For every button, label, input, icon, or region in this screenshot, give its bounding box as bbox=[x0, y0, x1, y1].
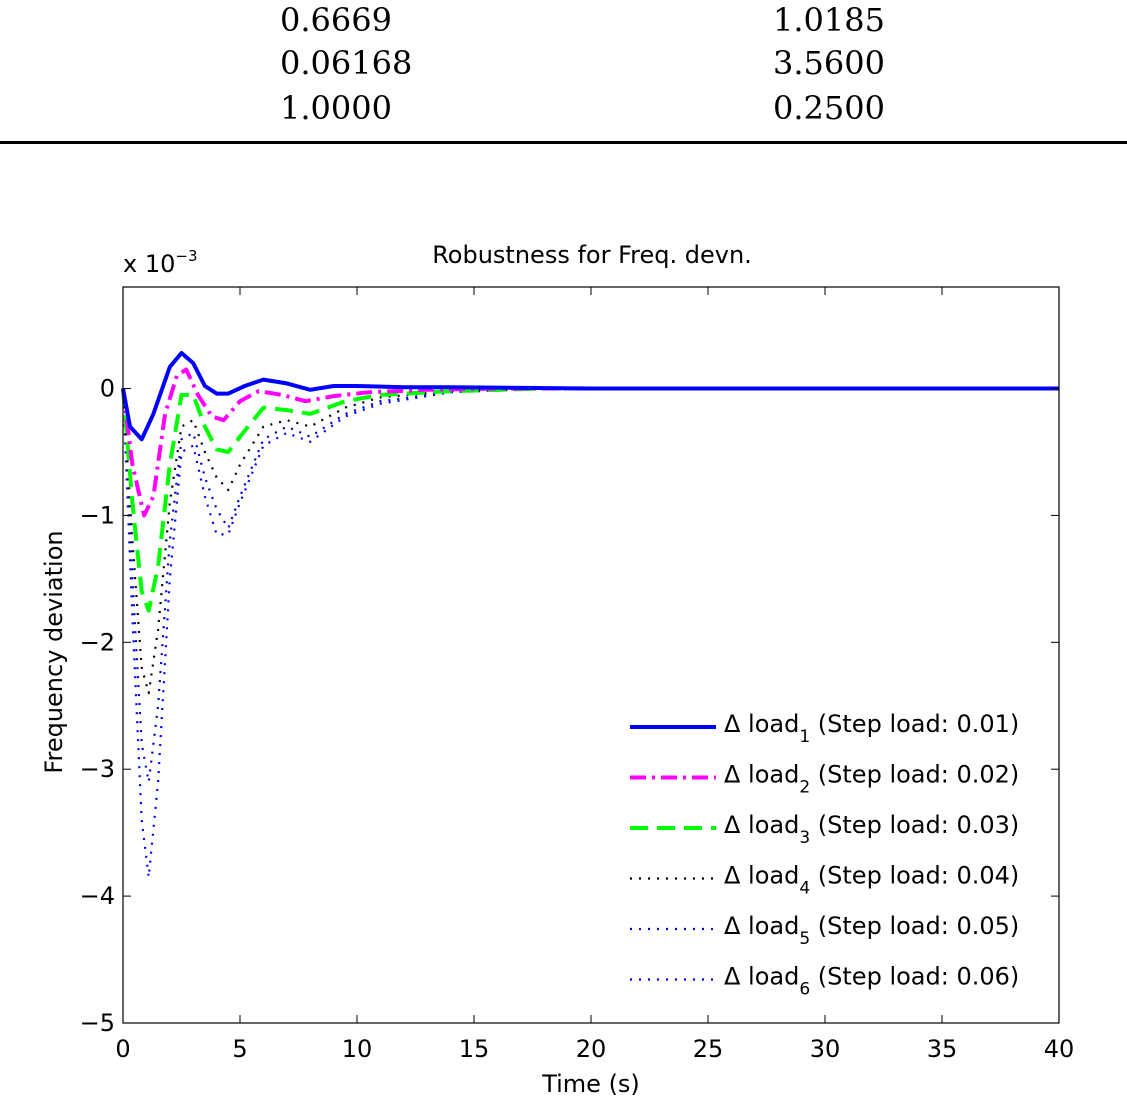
table-cell: 0.06168 bbox=[280, 44, 413, 82]
table-row: 1.0000 0.2500 bbox=[0, 88, 1127, 132]
table-cell: 3.5600 bbox=[773, 44, 885, 82]
legend-entry-2: Δ load2 (Step load: 0.02) bbox=[724, 761, 1019, 798]
y-tick-label: 0 bbox=[100, 375, 115, 403]
axes-group: 0 5 10 15 20 25 30 35 400−1−2−3−4−5 bbox=[80, 287, 1075, 1063]
x-tick-label: 35 bbox=[927, 1035, 958, 1063]
parameter-table: 0.6669 1.0185 0.06168 3.5600 1.0000 0.25… bbox=[0, 0, 1127, 145]
legend-entry-6: Δ load6 (Step load: 0.06) bbox=[724, 963, 1019, 1000]
legend-label-subscript: 6 bbox=[799, 980, 810, 1000]
y-tick-label: −3 bbox=[80, 755, 115, 783]
legend-label-subscript: 2 bbox=[799, 778, 810, 798]
x-tick-label: 15 bbox=[459, 1035, 490, 1063]
series-line-4 bbox=[121, 387, 1059, 695]
y-tick-label: −2 bbox=[80, 628, 115, 656]
y-tick-label: −1 bbox=[80, 501, 115, 529]
legend-label-prefix: Δ load bbox=[724, 862, 799, 890]
x-tick-label: 20 bbox=[576, 1035, 607, 1063]
y-exponent-sup: −3 bbox=[175, 247, 197, 265]
x-tick-label: 40 bbox=[1044, 1035, 1075, 1063]
legend-label-prefix: Δ load bbox=[724, 761, 799, 789]
legend-entry-1: Δ load1 (Step load: 0.01) bbox=[724, 710, 1019, 747]
legend-label-suffix: (Step load: 0.04) bbox=[810, 862, 1019, 890]
series-group bbox=[121, 351, 1059, 879]
series-line-6 bbox=[121, 387, 1059, 879]
legend-label-suffix: (Step load: 0.01) bbox=[810, 710, 1019, 738]
table-cell: 1.0185 bbox=[773, 1, 885, 39]
legend-label-prefix: Δ load bbox=[724, 912, 799, 940]
x-tick-label: 0 bbox=[115, 1035, 130, 1063]
series-line-3 bbox=[121, 386, 1059, 613]
x-tick-label: 10 bbox=[342, 1035, 373, 1063]
x-tick-label: 25 bbox=[693, 1035, 724, 1063]
table-cell: 1.0000 bbox=[280, 89, 392, 127]
y-tick-label: −4 bbox=[80, 882, 115, 910]
x-axis-label: Time (s) bbox=[541, 1070, 640, 1098]
table-cell: 0.2500 bbox=[773, 89, 885, 127]
y-exponent-base: x 10 bbox=[123, 250, 175, 278]
legend-entry-3: Δ load3 (Step load: 0.03) bbox=[724, 811, 1019, 848]
legend-label-subscript: 5 bbox=[799, 929, 810, 949]
legend-label-suffix: (Step load: 0.05) bbox=[810, 912, 1019, 940]
legend-label-prefix: Δ load bbox=[724, 963, 799, 991]
legend-label-suffix: (Step load: 0.06) bbox=[810, 963, 1019, 991]
series-line-2 bbox=[121, 367, 1059, 518]
y-exponent-label: x 10−3 bbox=[123, 247, 198, 278]
x-tick-label: 30 bbox=[810, 1035, 841, 1063]
legend-label-subscript: 3 bbox=[799, 828, 810, 848]
table-cell: 0.6669 bbox=[280, 1, 392, 39]
legend-label-subscript: 4 bbox=[799, 879, 810, 899]
legend-entry-4: Δ load4 (Step load: 0.04) bbox=[724, 862, 1019, 899]
y-tick-label: −5 bbox=[80, 1009, 115, 1037]
chart-title: Robustness for Freq. devn. bbox=[432, 241, 752, 269]
x-tick-label: 5 bbox=[232, 1035, 247, 1063]
table-row: 0.06168 3.5600 bbox=[0, 43, 1127, 87]
table-row: 0.6669 1.0185 bbox=[0, 0, 1127, 44]
legend-label-prefix: Δ load bbox=[724, 811, 799, 839]
legend: Δ load1 (Step load: 0.01)Δ load2 (Step l… bbox=[630, 710, 1019, 1000]
legend-label-suffix: (Step load: 0.02) bbox=[810, 761, 1019, 789]
legend-label-subscript: 1 bbox=[799, 727, 810, 747]
series-line-1 bbox=[121, 351, 1059, 442]
legend-label-suffix: (Step load: 0.03) bbox=[810, 811, 1019, 839]
table-bottom-rule bbox=[0, 141, 1127, 144]
legend-label-prefix: Δ load bbox=[724, 710, 799, 738]
legend-entry-5: Δ load5 (Step load: 0.05) bbox=[724, 912, 1019, 949]
y-axis-label: Frequency deviation bbox=[40, 530, 68, 773]
